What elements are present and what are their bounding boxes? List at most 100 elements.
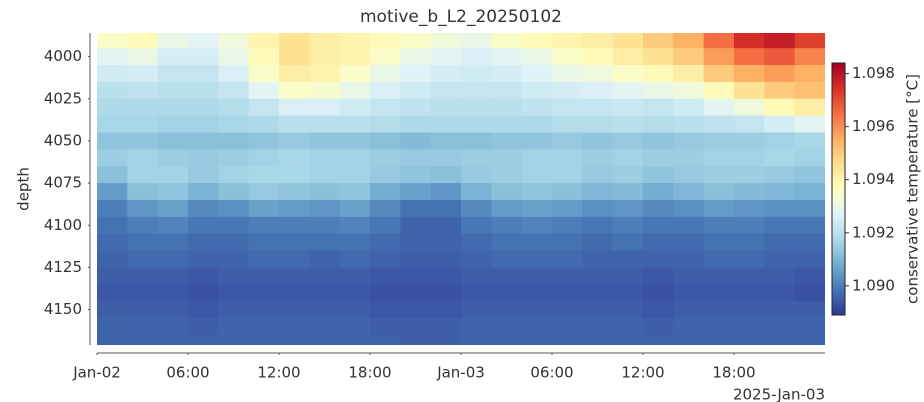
- heatmap-cell: [794, 48, 825, 66]
- heatmap-cell: [673, 183, 705, 201]
- heatmap-cell: [734, 216, 765, 235]
- heatmap-cell: [218, 216, 250, 235]
- heatmap-cell: [309, 233, 341, 252]
- heatmap-cell: [430, 48, 462, 66]
- heatmap-cell: [400, 267, 432, 285]
- heatmap-cell: [400, 301, 432, 319]
- heatmap-cell: [552, 132, 583, 150]
- heatmap-cell: [582, 301, 614, 319]
- colorbar-label: conservative temperature [°C]: [904, 74, 922, 304]
- heatmap-cell: [582, 250, 614, 269]
- heatmap-cell: [279, 334, 310, 345]
- heatmap-cell: [248, 233, 280, 252]
- y-tick-label: 4150: [44, 300, 82, 318]
- heatmap-cell: [673, 149, 705, 167]
- heatmap-cell: [157, 149, 189, 167]
- heatmap-cell: [430, 233, 462, 252]
- heatmap-cell: [552, 284, 583, 302]
- colorbar-tick-label: 1.098: [852, 64, 895, 82]
- heatmap-cell: [248, 98, 280, 117]
- heatmap-cell: [734, 199, 765, 218]
- heatmap-cell: [734, 250, 765, 269]
- heatmap-cell: [248, 199, 280, 218]
- heatmap-cell: [339, 33, 371, 49]
- heatmap-cell: [461, 318, 492, 336]
- heatmap-cell: [370, 334, 401, 345]
- heatmap-cell: [521, 250, 553, 269]
- heatmap-cell: [521, 166, 553, 184]
- heatmap-cell: [673, 267, 705, 285]
- heatmap-cell: [279, 166, 310, 184]
- colorbar-tick-label: 1.096: [852, 117, 895, 135]
- heatmap-cell: [218, 301, 250, 319]
- heatmap-cell: [552, 166, 583, 184]
- heatmap-cell: [491, 81, 523, 100]
- heatmap-cell: [612, 284, 644, 302]
- heatmap-cell: [673, 33, 705, 49]
- heatmap-cell: [400, 65, 432, 83]
- heatmap-cell: [370, 48, 401, 66]
- heatmap-cell: [673, 115, 705, 134]
- heatmap-cell: [461, 166, 492, 184]
- heatmap-cell: [127, 250, 159, 269]
- heatmap-cell: [461, 233, 492, 252]
- heatmap-cell: [582, 284, 614, 302]
- heatmap-cell: [461, 132, 492, 150]
- heatmap-cell: [430, 334, 462, 345]
- heatmap-cell: [552, 81, 583, 100]
- heatmap-cell: [734, 98, 765, 117]
- heatmap-cell: [370, 166, 401, 184]
- heatmap-cell: [764, 301, 796, 319]
- heatmap-cell: [552, 301, 583, 319]
- x-tick-label: 06:00: [166, 364, 209, 382]
- heatmap-cell: [643, 48, 674, 66]
- heatmap-cell: [188, 98, 219, 117]
- heatmap-cell: [127, 115, 159, 134]
- heatmap-cell: [157, 183, 189, 201]
- heatmap-cell: [430, 65, 462, 83]
- heatmap-cell: [97, 216, 128, 235]
- y-tick-label: 4025: [44, 89, 82, 107]
- heatmap-cell: [157, 250, 189, 269]
- heatmap-cell: [764, 149, 796, 167]
- heatmap-cell: [794, 98, 825, 117]
- heatmap-cell: [703, 132, 735, 150]
- heatmap-cell: [218, 98, 250, 117]
- heatmap-cell: [97, 233, 128, 252]
- heatmap-cell: [218, 267, 250, 285]
- heatmap-cell: [491, 267, 523, 285]
- heatmap-cell: [127, 149, 159, 167]
- heatmap-cell: [279, 65, 310, 83]
- heatmap-cell: [764, 318, 796, 336]
- heatmap-cell: [643, 98, 674, 117]
- heatmap-cell: [370, 98, 401, 117]
- heatmap-cell: [430, 166, 462, 184]
- heatmap-cell: [248, 132, 280, 150]
- heatmap-cell: [491, 318, 523, 336]
- heatmap-cell: [794, 166, 825, 184]
- heatmap-cell: [339, 166, 371, 184]
- heatmap-cell: [248, 267, 280, 285]
- heatmap-cell: [703, 301, 735, 319]
- heatmap-cell: [309, 132, 341, 150]
- heatmap-cell: [127, 132, 159, 150]
- heatmap-cell: [703, 149, 735, 167]
- heatmap-cell: [400, 166, 432, 184]
- heatmap-cell: [703, 318, 735, 336]
- heatmap-cell: [643, 33, 674, 49]
- heatmap-cell: [552, 216, 583, 235]
- heatmap-cell: [188, 166, 219, 184]
- heatmap-cell: [734, 115, 765, 134]
- heatmap-cell: [643, 199, 674, 218]
- heatmap-cell: [370, 318, 401, 336]
- heatmap-cell: [582, 318, 614, 336]
- heatmap-cell: [734, 81, 765, 100]
- heatmap-cell: [734, 301, 765, 319]
- heatmap-cell: [309, 81, 341, 100]
- heatmap-cell: [339, 183, 371, 201]
- y-tick-label: 4075: [44, 174, 82, 192]
- heatmap-cell: [339, 216, 371, 235]
- heatmap-cell: [248, 334, 280, 345]
- heatmap-cell: [764, 334, 796, 345]
- heatmap: [97, 33, 825, 345]
